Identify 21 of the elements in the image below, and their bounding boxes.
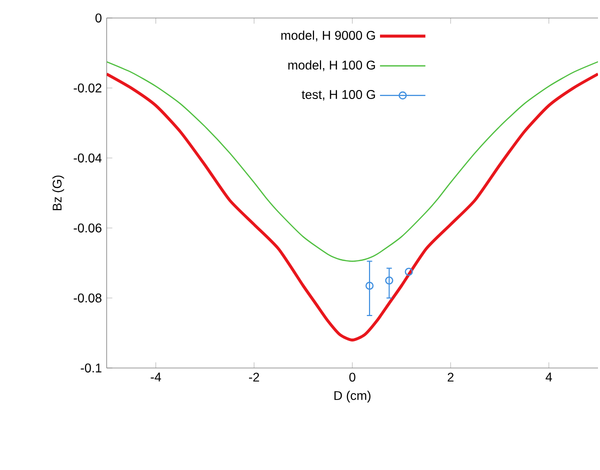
x-tick-label: -2 xyxy=(249,372,260,382)
y-axis-title: Bz (G) xyxy=(52,176,64,210)
legend-label: model, H 100 G xyxy=(288,60,375,72)
point xyxy=(365,282,374,290)
legend-label: test, H 100 G xyxy=(302,90,375,100)
legend-label: model, H 9000 G xyxy=(281,30,375,42)
x-tick-label: -4 xyxy=(150,372,162,382)
line-series xyxy=(106,72,598,342)
point xyxy=(385,276,394,285)
y-tick-label: 0 xyxy=(95,14,102,22)
x-tick-label: 0 xyxy=(349,372,356,382)
y-tick-label: -0.02 xyxy=(74,84,102,92)
x-axis-title: D (cm) xyxy=(334,390,370,402)
y-tick-label: -0.08 xyxy=(74,294,102,302)
y-tick-label: -0.06 xyxy=(74,224,102,232)
point xyxy=(404,268,413,276)
x-tick-label: 4 xyxy=(546,372,552,382)
y-tick-label: -0.1 xyxy=(80,364,102,372)
x-tick-label: 2 xyxy=(448,372,454,382)
y-tick-label: -0.04 xyxy=(74,154,102,162)
line-series xyxy=(106,61,598,262)
